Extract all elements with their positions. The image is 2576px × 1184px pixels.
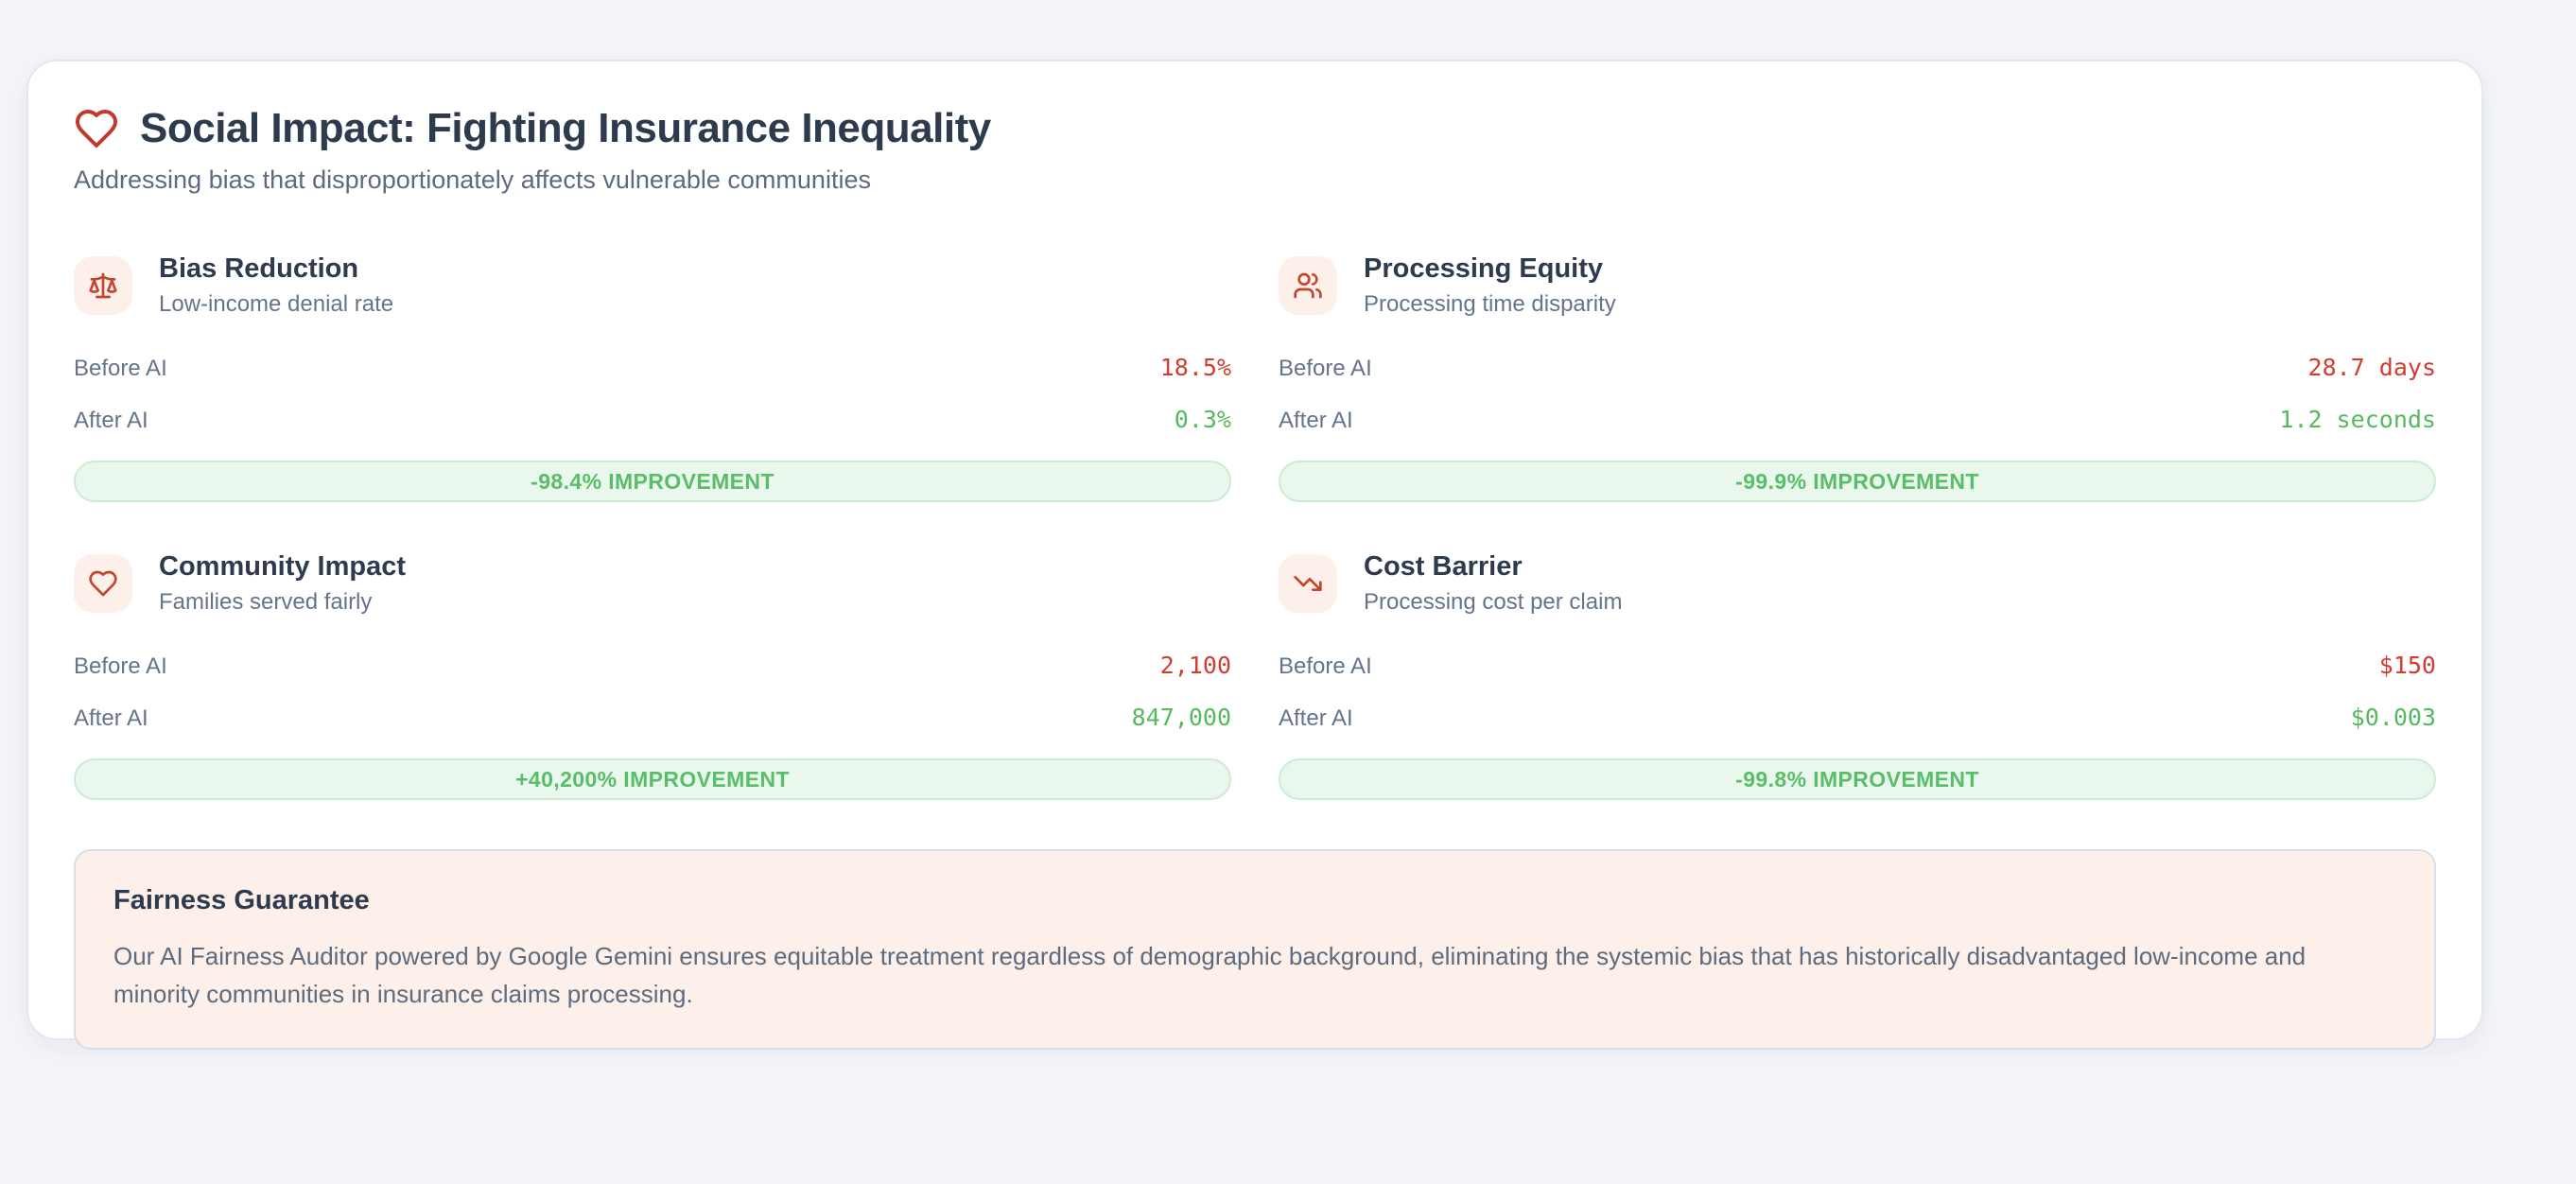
panel-header: Social Impact: Fighting Insurance Inequa… <box>74 105 2436 152</box>
fairness-guarantee-box: Fairness Guarantee Our AI Fairness Audit… <box>74 849 2436 1050</box>
metric-title: Processing Equity <box>1364 253 1604 284</box>
metric-header: Bias Reduction Low-income denial rate <box>74 253 1231 318</box>
before-ai-label: Before AI <box>74 653 167 679</box>
metric-header: Processing Equity Processing time dispar… <box>1279 253 2436 318</box>
before-ai-value: 28.7 days <box>2307 354 2436 381</box>
after-ai-value: 1.2 seconds <box>2279 406 2436 433</box>
metric-titles: Bias Reduction Low-income denial rate <box>159 253 393 318</box>
page-subtitle: Addressing bias that disproportionately … <box>74 165 871 194</box>
page-title: Social Impact: Fighting Insurance Inequa… <box>140 105 991 151</box>
after-ai-label: After AI <box>1279 408 1353 433</box>
metric-card-bias-reduction: Bias Reduction Low-income denial rate Be… <box>74 253 1231 502</box>
metric-subtitle: Processing time disparity <box>1364 291 1616 317</box>
metric-card-processing-equity: Processing Equity Processing time dispar… <box>1279 253 2436 502</box>
before-ai-value: 2,100 <box>1159 652 1231 679</box>
before-ai-row: Before AI 2,100 <box>74 652 1231 680</box>
before-ai-label: Before AI <box>74 356 167 381</box>
users-icon <box>1279 256 1337 315</box>
fairness-body: Our AI Fairness Auditor powered by Googl… <box>113 942 2306 1009</box>
metric-title: Community Impact <box>159 551 407 582</box>
after-ai-value: 847,000 <box>1131 704 1231 731</box>
metric-card-community-impact: Community Impact Families served fairly … <box>74 551 1231 800</box>
scale-icon <box>74 256 132 315</box>
before-ai-row: Before AI 18.5% <box>74 354 1231 382</box>
before-ai-value: 18.5% <box>1159 354 1231 381</box>
fairness-title: Fairness Guarantee <box>113 885 370 915</box>
before-ai-label: Before AI <box>1279 653 1372 679</box>
metrics-grid: Bias Reduction Low-income denial rate Be… <box>74 253 2436 800</box>
before-ai-row: Before AI $150 <box>1279 652 2436 680</box>
metric-subtitle: Families served fairly <box>159 589 373 615</box>
metric-title: Bias Reduction <box>159 253 359 284</box>
improvement-badge: +40,200% IMPROVEMENT <box>74 758 1231 800</box>
after-ai-label: After AI <box>74 408 148 433</box>
metric-card-cost-barrier: Cost Barrier Processing cost per claim B… <box>1279 551 2436 800</box>
after-ai-row: After AI $0.003 <box>1279 704 2436 732</box>
heart-icon <box>74 554 132 613</box>
after-ai-row: After AI 0.3% <box>74 406 1231 434</box>
after-ai-label: After AI <box>74 705 148 731</box>
after-ai-row: After AI 1.2 seconds <box>1279 406 2436 434</box>
metric-title: Cost Barrier <box>1364 551 1523 582</box>
after-ai-value: $0.003 <box>2350 704 2436 731</box>
trending-down-icon <box>1279 554 1337 613</box>
after-ai-value: 0.3% <box>1174 406 1231 433</box>
improvement-badge: -98.4% IMPROVEMENT <box>74 461 1231 502</box>
improvement-badge: -99.9% IMPROVEMENT <box>1279 461 2436 502</box>
metric-header: Cost Barrier Processing cost per claim <box>1279 551 2436 616</box>
metric-subtitle: Processing cost per claim <box>1364 589 1623 615</box>
after-ai-label: After AI <box>1279 705 1353 731</box>
metric-titles: Community Impact Families served fairly <box>159 551 406 616</box>
metric-titles: Cost Barrier Processing cost per claim <box>1364 551 1622 616</box>
improvement-badge: -99.8% IMPROVEMENT <box>1279 758 2436 800</box>
after-ai-row: After AI 847,000 <box>74 704 1231 732</box>
before-ai-row: Before AI 28.7 days <box>1279 354 2436 382</box>
heart-icon <box>74 106 119 151</box>
before-ai-value: $150 <box>2378 652 2436 679</box>
metric-subtitle: Low-income denial rate <box>159 291 394 317</box>
before-ai-label: Before AI <box>1279 356 1372 381</box>
social-impact-panel: Social Impact: Fighting Insurance Inequa… <box>26 60 2483 1050</box>
metric-header: Community Impact Families served fairly <box>74 551 1231 616</box>
metric-titles: Processing Equity Processing time dispar… <box>1364 253 1616 318</box>
